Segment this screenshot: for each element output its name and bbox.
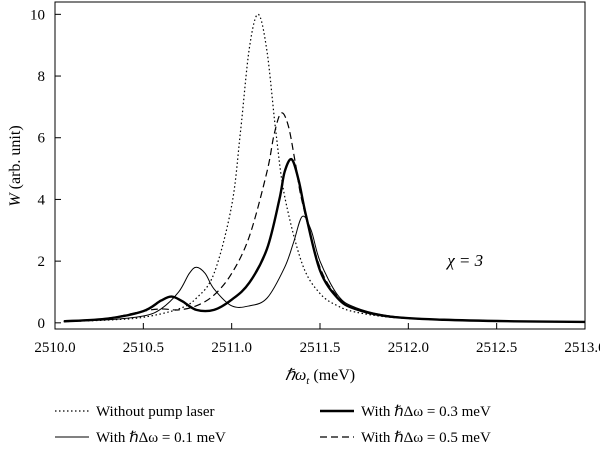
series-delta-0-3 <box>63 157 586 324</box>
legend-label-0-3: With ℏΔω = 0.3 meV <box>361 404 491 420</box>
x-axis-title: ℏωt (meV) <box>285 367 355 387</box>
x-tick-label: 2512.5 <box>476 340 517 356</box>
y-tick-label: 8 <box>38 69 46 85</box>
legend-label-0-1: With ℏΔω = 0.1 meV <box>96 430 226 446</box>
y-tick-label: 10 <box>30 7 45 23</box>
series-group <box>63 13 586 324</box>
y-axis-title-unit: (arb. unit) <box>7 125 24 193</box>
x-tick-label: 2510.5 <box>123 340 164 356</box>
x-tick-label: 2511.0 <box>211 340 252 356</box>
series-delta-0-1 <box>63 215 586 323</box>
series-delta-0-5 <box>63 112 586 323</box>
x-tick-label: 2510.0 <box>34 340 75 356</box>
x-tick-label: 2512.0 <box>388 340 429 356</box>
series-without-pump <box>63 13 586 323</box>
y-axis-title-variable: W <box>7 192 24 207</box>
annotation-chi: χ = 3 <box>445 251 483 270</box>
y-tick-label: 4 <box>38 192 46 208</box>
x-axis-title-unit: (meV) <box>309 367 355 384</box>
x-tick-label: 2511.5 <box>300 340 341 356</box>
y-tick-label: 2 <box>38 254 46 270</box>
y-tick-label: 6 <box>38 131 46 147</box>
x-axis-title-subscript: t <box>306 375 310 387</box>
legend-label-without-pump: Without pump laser <box>96 404 215 420</box>
x-tick-label: 2513.0 <box>564 340 600 356</box>
plot-frame <box>54 1 586 330</box>
x-axis-title-symbol: ℏω <box>285 367 306 384</box>
y-axis: 0 2 4 6 8 10 <box>30 7 61 332</box>
y-axis-title: W (arb. unit) <box>7 125 24 206</box>
legend-label-0-5: With ℏΔω = 0.5 meV <box>361 430 491 446</box>
y-tick-label: 0 <box>38 316 46 332</box>
legend: Without pump laser With ℏΔω = 0.1 meV Wi… <box>55 404 491 446</box>
x-axis: 2510.0 2510.5 2511.0 2511.5 2512.0 2512.5 2513… <box>34 323 600 356</box>
